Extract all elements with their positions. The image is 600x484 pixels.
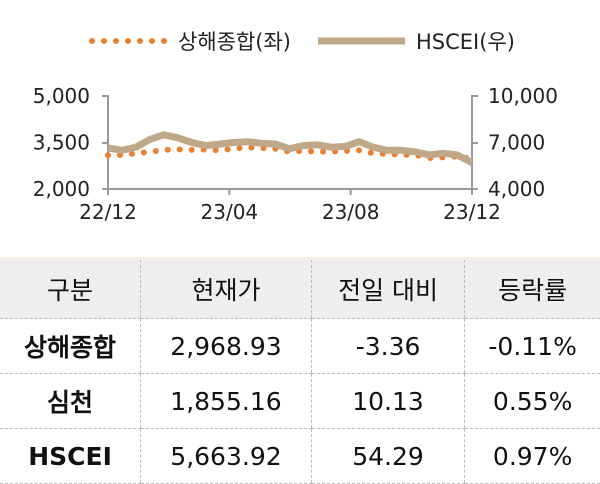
y-right-tick-label: 4,000 bbox=[488, 177, 545, 201]
row-change: 54.29 bbox=[310, 428, 465, 484]
legend: 상해종합(좌) HSCEI(우) bbox=[89, 30, 515, 54]
header-price: 현재가 bbox=[140, 257, 312, 319]
table-row: 심천 1,855.16 10.13 0.55% bbox=[0, 373, 600, 429]
series-hscei-line bbox=[107, 131, 474, 166]
left-axis bbox=[102, 95, 109, 190]
header-change: 전일 대비 bbox=[310, 257, 465, 319]
table-row: 상해종합 2,968.93 -3.36 -0.11% bbox=[0, 318, 600, 374]
line-chart: 상해종합(좌) HSCEI(우) 5,000 3,500 2,000 10,000 7,… bbox=[33, 30, 558, 224]
row-name: HSCEI bbox=[0, 428, 141, 484]
row-rate: -0.11% bbox=[464, 318, 600, 374]
y-left-tick-label: 2,000 bbox=[33, 177, 90, 201]
row-price: 5,663.92 bbox=[140, 428, 312, 484]
table-header-row: 구분 현재가 전일 대비 등락률 bbox=[0, 257, 600, 319]
index-table: 구분 현재가 전일 대비 등락률 상해종합 2,968.93 -3.36 -0.… bbox=[0, 257, 600, 484]
x-tick-label: 23/12 bbox=[443, 200, 501, 224]
row-change: 10.13 bbox=[310, 373, 465, 429]
x-tick-label: 22/12 bbox=[79, 200, 137, 224]
legend-label-hscei: HSCEI(우) bbox=[416, 30, 515, 54]
header-rate: 등락률 bbox=[464, 257, 600, 319]
row-rate: 0.55% bbox=[464, 373, 600, 429]
y-left-tick-label: 3,500 bbox=[33, 131, 90, 155]
row-name: 심천 bbox=[0, 373, 141, 429]
row-price: 1,855.16 bbox=[140, 373, 312, 429]
right-axis bbox=[471, 95, 478, 190]
header-category: 구분 bbox=[0, 257, 141, 319]
row-rate: 0.97% bbox=[464, 428, 600, 484]
y-left-tick-label: 5,000 bbox=[33, 84, 90, 108]
legend-label-shanghai: 상해종합(좌) bbox=[178, 30, 291, 54]
y-right-tick-label: 10,000 bbox=[488, 84, 558, 108]
x-tick-label: 23/04 bbox=[201, 200, 259, 224]
row-price: 2,968.93 bbox=[140, 318, 312, 374]
row-name: 상해종합 bbox=[0, 318, 141, 374]
y-right-tick-label: 7,000 bbox=[488, 131, 545, 155]
table-row: HSCEI 5,663.92 54.29 0.97% bbox=[0, 428, 600, 484]
row-change: -3.36 bbox=[310, 318, 465, 374]
x-tick-label: 23/08 bbox=[322, 200, 380, 224]
